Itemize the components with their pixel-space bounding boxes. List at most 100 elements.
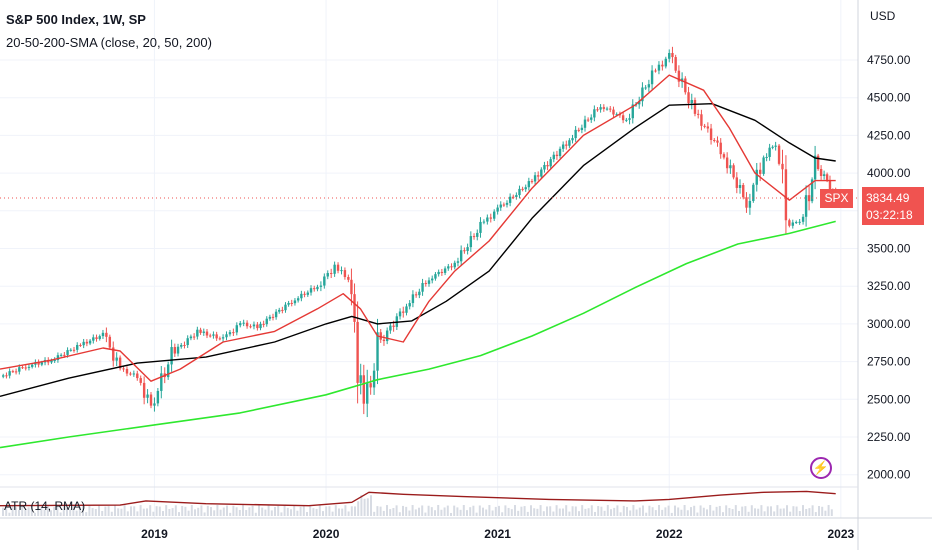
candle-body bbox=[593, 109, 596, 118]
x-tick-label: 2020 bbox=[313, 527, 340, 541]
atr-bar bbox=[475, 512, 478, 516]
atr-bar bbox=[478, 505, 481, 516]
candle-body bbox=[366, 383, 369, 404]
candle-body bbox=[347, 277, 350, 280]
candle-body bbox=[493, 211, 496, 219]
candle-body bbox=[268, 316, 272, 319]
atr-bar bbox=[456, 507, 459, 516]
atr-bar bbox=[485, 509, 488, 516]
candle-body bbox=[466, 247, 469, 251]
atr-bar bbox=[386, 505, 388, 516]
atr-bar bbox=[587, 508, 590, 516]
atr-bar bbox=[229, 512, 232, 516]
candle-body bbox=[411, 294, 415, 304]
atr-bar bbox=[200, 505, 203, 516]
candle-body bbox=[508, 196, 512, 203]
atr-bar bbox=[472, 505, 475, 516]
candle-body bbox=[596, 109, 599, 111]
atr-bar bbox=[72, 505, 75, 516]
atr-bar bbox=[37, 505, 40, 516]
candle-body bbox=[170, 347, 173, 365]
candle-body bbox=[313, 288, 316, 290]
atr-bar bbox=[827, 505, 830, 516]
candle-body bbox=[319, 285, 323, 287]
candle-body bbox=[476, 232, 479, 237]
atr-indicator-label[interactable]: ATR (14, RMA) bbox=[4, 499, 86, 513]
atr-bar bbox=[482, 507, 484, 516]
candle-body bbox=[235, 325, 239, 333]
candle-body bbox=[340, 270, 343, 272]
candle-body bbox=[132, 373, 136, 375]
indicator-label[interactable]: 20-50-200-SMA (close, 20, 50, 200) bbox=[6, 35, 212, 50]
y-tick-label: 4000.00 bbox=[867, 166, 911, 180]
atr-bar bbox=[322, 511, 324, 516]
candle-body bbox=[385, 330, 389, 342]
atr-bar bbox=[379, 506, 382, 516]
candle-body bbox=[156, 390, 160, 404]
atr-bar bbox=[824, 510, 827, 516]
symbol-price-badge: SPX bbox=[820, 189, 853, 208]
atr-bar bbox=[21, 505, 24, 516]
atr-bar bbox=[75, 510, 78, 516]
candle-body bbox=[359, 375, 362, 383]
candle-body bbox=[329, 273, 333, 275]
candle-body bbox=[677, 70, 681, 82]
sma200-line bbox=[0, 220, 836, 449]
atr-bar bbox=[296, 510, 299, 516]
candle-body bbox=[518, 188, 521, 196]
candle-body bbox=[605, 108, 609, 110]
atr-bar bbox=[267, 505, 270, 516]
lightning-icon[interactable]: ⚡ bbox=[810, 457, 832, 479]
atr-bar bbox=[315, 508, 318, 516]
atr-bar bbox=[814, 512, 817, 516]
candle-body bbox=[825, 174, 829, 181]
atr-bar bbox=[277, 505, 280, 516]
candle-body bbox=[795, 222, 798, 224]
x-tick-label: 2023 bbox=[827, 527, 854, 541]
atr-bar bbox=[306, 512, 308, 516]
atr-bar bbox=[491, 510, 494, 516]
atr-bar bbox=[757, 508, 760, 516]
atr-bar bbox=[136, 511, 139, 516]
candle-body bbox=[336, 264, 340, 271]
atr-bar bbox=[258, 505, 260, 516]
candle-body bbox=[546, 164, 549, 167]
symbol-title[interactable]: S&P 500 Index, 1W, SP bbox=[6, 12, 146, 27]
atr-bar bbox=[142, 508, 145, 516]
atr-bar bbox=[437, 505, 440, 516]
atr-line bbox=[0, 490, 836, 507]
atr-bar bbox=[453, 505, 456, 516]
atr-bar bbox=[789, 511, 792, 516]
candle-body bbox=[804, 195, 808, 217]
atr-bar bbox=[299, 506, 302, 516]
atr-bar bbox=[648, 505, 651, 516]
candle-body bbox=[602, 107, 606, 109]
atr-bar bbox=[411, 505, 414, 516]
candle-body bbox=[505, 202, 509, 205]
candle-body bbox=[129, 373, 132, 375]
candle-body bbox=[196, 329, 199, 337]
atr-bar bbox=[786, 505, 788, 516]
candle-body bbox=[173, 347, 177, 354]
atr-bar bbox=[632, 505, 635, 516]
atr-bar bbox=[514, 505, 516, 516]
candle-body bbox=[256, 324, 259, 329]
y-tick-label: 2000.00 bbox=[867, 468, 911, 482]
atr-bar bbox=[498, 505, 500, 516]
candle-body bbox=[118, 357, 122, 369]
candle-body bbox=[650, 70, 654, 85]
candle-body bbox=[583, 119, 587, 128]
candle-body bbox=[615, 114, 618, 116]
atr-bar bbox=[203, 512, 206, 516]
atr-bar bbox=[184, 506, 187, 516]
candle-body bbox=[577, 129, 580, 131]
candle-body bbox=[221, 337, 225, 339]
atr-bar bbox=[120, 508, 123, 516]
atr-bar bbox=[232, 505, 235, 516]
atr-bar bbox=[398, 512, 401, 516]
atr-bar bbox=[40, 507, 43, 516]
atr-bar bbox=[795, 506, 798, 516]
atr-bar bbox=[616, 505, 619, 516]
